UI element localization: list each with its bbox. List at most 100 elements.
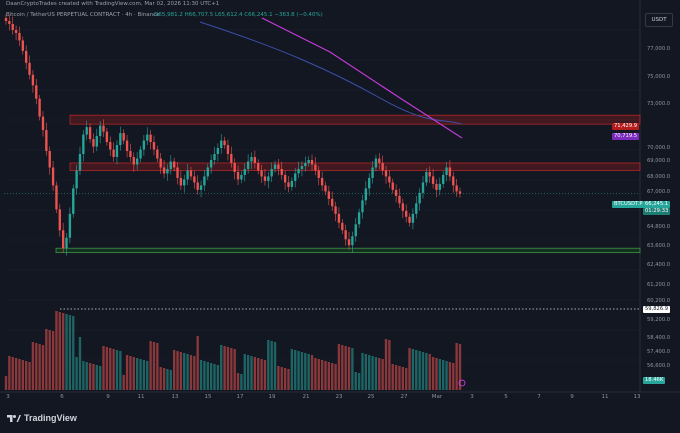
- volume-bar: [253, 357, 257, 390]
- candle-body: [378, 158, 381, 163]
- ohlc-values: O65,981.2 H66,707.5 L65,612.4 C66,245.1 …: [154, 12, 323, 18]
- volume-bar: [129, 356, 132, 390]
- volume-bar: [270, 341, 273, 390]
- candle-body: [125, 140, 129, 152]
- volume-bar: [304, 353, 307, 390]
- candle-body: [156, 149, 159, 159]
- volume-bar: [374, 357, 378, 390]
- volume-bar: [28, 362, 31, 390]
- time-axis-label: 27: [400, 394, 408, 400]
- price-axis-label: 61,200.0: [647, 282, 671, 288]
- volume-bar: [25, 361, 28, 390]
- time-axis-label: 9: [570, 394, 574, 400]
- candle-body: [310, 160, 314, 165]
- volume-tag: 18.46K: [643, 377, 666, 384]
- candle-body: [28, 62, 31, 75]
- volume-bar: [246, 355, 250, 390]
- candle-body: [75, 170, 78, 189]
- volume-bar: [435, 358, 438, 390]
- volume-bar: [331, 363, 334, 390]
- ma-blue-line: [199, 21, 463, 125]
- candle-body: [122, 133, 125, 141]
- candle-body: [95, 136, 98, 147]
- tradingview-brand[interactable]: TradingView: [7, 413, 77, 423]
- volume-bar: [294, 350, 297, 390]
- candle-body: [368, 177, 371, 189]
- volume-bar: [102, 346, 105, 390]
- time-axis-label: 3: [6, 394, 10, 400]
- candle-body: [337, 213, 341, 223]
- volume-bar: [415, 350, 418, 390]
- volume-bar: [139, 359, 142, 390]
- volume-bar: [300, 352, 304, 390]
- volume-bar: [368, 355, 371, 390]
- candle-body: [314, 164, 317, 171]
- volume-bar: [95, 365, 98, 390]
- currency-button[interactable]: USDT: [645, 13, 673, 27]
- footer-bar: [0, 403, 680, 433]
- volume-bar: [445, 361, 448, 390]
- time-axis-label: 11: [601, 394, 609, 400]
- candle-body: [455, 185, 458, 192]
- candle-body: [196, 182, 199, 190]
- candle-body: [82, 134, 85, 155]
- ma-magenta-line: [261, 17, 463, 139]
- candle-body: [304, 162, 307, 166]
- volume-bar: [203, 361, 206, 390]
- candle-body: [129, 151, 132, 158]
- candle-body: [273, 164, 277, 169]
- candle-body: [398, 195, 401, 204]
- volume-bar: [146, 361, 149, 390]
- volume-bar: [448, 362, 452, 390]
- candle-body: [280, 168, 283, 175]
- candle-body: [51, 167, 55, 186]
- candle-body: [374, 158, 378, 168]
- candle-body: [327, 191, 331, 199]
- current-price-tag: 66,245.1: [643, 201, 671, 208]
- volume-bar: [78, 337, 82, 390]
- candle-body: [233, 162, 236, 172]
- candle-body: [277, 164, 280, 169]
- volume-bar: [240, 374, 243, 390]
- volume-bar: [442, 360, 445, 390]
- time-axis-label: 13: [171, 394, 179, 400]
- volume-bar: [391, 364, 394, 390]
- candle-body: [58, 209, 61, 231]
- candle-body: [230, 154, 233, 163]
- volume-bar: [236, 373, 240, 390]
- price-axis-label: 70,000.0: [647, 145, 671, 151]
- price-axis-label: 56,600.0: [647, 363, 671, 369]
- volume-bar: [186, 354, 189, 390]
- symbol-title[interactable]: Bitcoin / TetherUS PERPETUAL CONTRACT · …: [6, 12, 160, 18]
- candle-body: [452, 176, 455, 186]
- volume-bar: [196, 336, 199, 390]
- volume-bar: [125, 355, 129, 390]
- volume-bar: [193, 356, 196, 390]
- volume-bar: [250, 356, 253, 390]
- volume-bar: [243, 354, 246, 390]
- candle-body: [55, 185, 58, 210]
- volume-bar: [394, 365, 398, 390]
- candle-body: [260, 170, 263, 177]
- candle-body: [371, 167, 374, 178]
- time-axis-label: Mar: [431, 394, 443, 400]
- volume-bar: [233, 349, 236, 390]
- candle-body: [203, 176, 206, 186]
- volume-bar: [176, 351, 179, 390]
- candle-body: [92, 139, 95, 147]
- candle-body: [240, 174, 243, 180]
- candle-body: [102, 125, 105, 132]
- candle-body: [341, 222, 344, 231]
- time-axis-label: 9: [106, 394, 110, 400]
- time-axis-label: 5: [504, 394, 508, 400]
- volume-bar: [132, 357, 135, 390]
- tradingview-logo-icon: [7, 414, 21, 422]
- volume-bar: [115, 350, 119, 390]
- candle-body: [172, 161, 176, 168]
- volume-bar: [31, 342, 35, 390]
- price-axis-label: 62,400.0: [647, 262, 671, 268]
- volume-bar: [398, 366, 401, 390]
- candle-body: [199, 185, 203, 190]
- candle-body: [112, 149, 115, 158]
